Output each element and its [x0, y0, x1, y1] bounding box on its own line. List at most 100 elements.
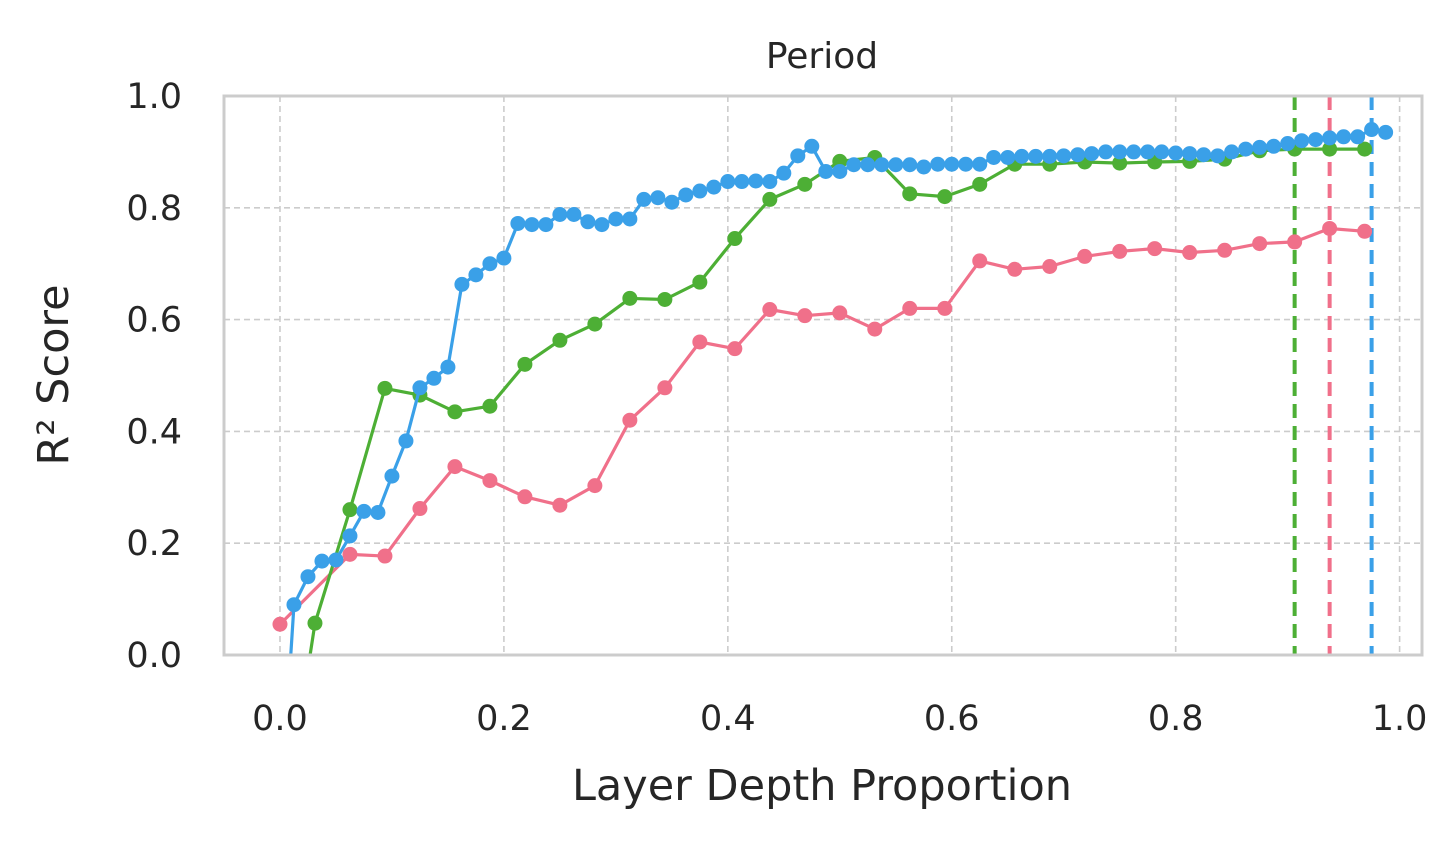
data-point [482, 256, 498, 272]
data-point [937, 189, 953, 205]
data-point [692, 274, 708, 290]
data-point [517, 356, 533, 372]
data-point [1378, 124, 1394, 140]
data-point [524, 217, 540, 233]
data-point [657, 291, 673, 307]
data-point [762, 302, 778, 318]
data-point [636, 191, 652, 207]
data-point [1322, 220, 1338, 236]
data-point [916, 159, 932, 175]
data-point [1112, 243, 1128, 259]
data-point [1280, 136, 1296, 152]
data-point [1287, 234, 1303, 250]
data-point [832, 305, 848, 321]
data-point [727, 231, 743, 247]
data-point [440, 359, 456, 375]
data-point [1007, 261, 1023, 277]
data-point [727, 341, 743, 357]
data-point [832, 163, 848, 179]
data-point [1042, 258, 1058, 274]
data-point [587, 478, 603, 494]
data-point [944, 156, 960, 172]
data-point [454, 276, 470, 292]
data-point [1077, 248, 1093, 264]
data-point [678, 187, 694, 203]
data-point [902, 300, 918, 316]
y-tick-label: 0.8 [126, 189, 182, 229]
data-point [657, 380, 673, 396]
data-point [1308, 132, 1324, 148]
data-point [384, 468, 400, 484]
data-point [377, 548, 393, 564]
data-point [426, 370, 442, 386]
data-point [1350, 129, 1366, 145]
data-point [1028, 148, 1044, 164]
data-point [797, 176, 813, 192]
data-point [1168, 145, 1184, 161]
data-point [1294, 133, 1310, 149]
y-tick-label: 0.2 [126, 524, 182, 564]
data-point [1266, 138, 1282, 154]
data-point [818, 163, 834, 179]
data-point [1336, 129, 1352, 145]
data-point [552, 497, 568, 513]
data-point [622, 211, 638, 227]
data-point [342, 528, 358, 544]
data-point [986, 149, 1002, 165]
data-point [517, 489, 533, 505]
data-point [748, 173, 764, 189]
data-point [587, 316, 603, 332]
data-point [370, 504, 386, 520]
data-point [958, 156, 974, 172]
data-point [1154, 144, 1170, 160]
data-point [762, 174, 778, 190]
data-point [1357, 141, 1373, 157]
data-point [867, 321, 883, 337]
data-point [1196, 147, 1212, 163]
y-tick-labels: 0.0 0.2 0.4 0.6 0.8 1.0 [126, 77, 182, 676]
y-axis-label: R² Score [29, 284, 79, 465]
chart-title: Period [766, 36, 878, 77]
data-point [776, 165, 792, 181]
data-point [356, 503, 372, 519]
series-3 [286, 122, 1394, 655]
data-point [1042, 148, 1058, 164]
data-point [1147, 241, 1163, 257]
x-tick-labels: 0.0 0.2 0.4 0.6 0.8 1.0 [252, 699, 1427, 739]
data-point [286, 597, 302, 613]
data-point [1182, 146, 1198, 162]
x-tick-label: 0.8 [1148, 699, 1204, 739]
data-point [664, 194, 680, 210]
x-axis-label: Layer Depth Proportion [572, 761, 1072, 811]
data-point [1126, 144, 1142, 160]
data-point [1098, 144, 1114, 160]
data-point [972, 253, 988, 269]
data-point [377, 380, 393, 396]
data-point [566, 207, 582, 223]
data-point [692, 183, 708, 199]
data-point [1322, 141, 1338, 157]
data-point [650, 190, 666, 206]
data-point [307, 615, 323, 631]
data-point [1112, 144, 1128, 160]
data-point [1238, 141, 1254, 157]
x-tick-label: 1.0 [1372, 699, 1428, 739]
data-point [762, 191, 778, 207]
data-point [342, 546, 358, 562]
data-point [1357, 223, 1373, 239]
data-point [482, 473, 498, 489]
data-point [874, 157, 890, 173]
plot-frame [222, 94, 1424, 657]
x-tick-label: 0.6 [924, 699, 980, 739]
data-point [552, 207, 568, 223]
data-point [342, 502, 358, 518]
data-point [1217, 242, 1233, 258]
data-point [972, 176, 988, 192]
data-point [720, 174, 736, 190]
data-point [1182, 245, 1198, 261]
x-tick-label: 0.4 [700, 699, 756, 739]
x-tick-label: 0.0 [252, 699, 308, 739]
data-point [468, 267, 484, 283]
data-point [1014, 148, 1030, 164]
